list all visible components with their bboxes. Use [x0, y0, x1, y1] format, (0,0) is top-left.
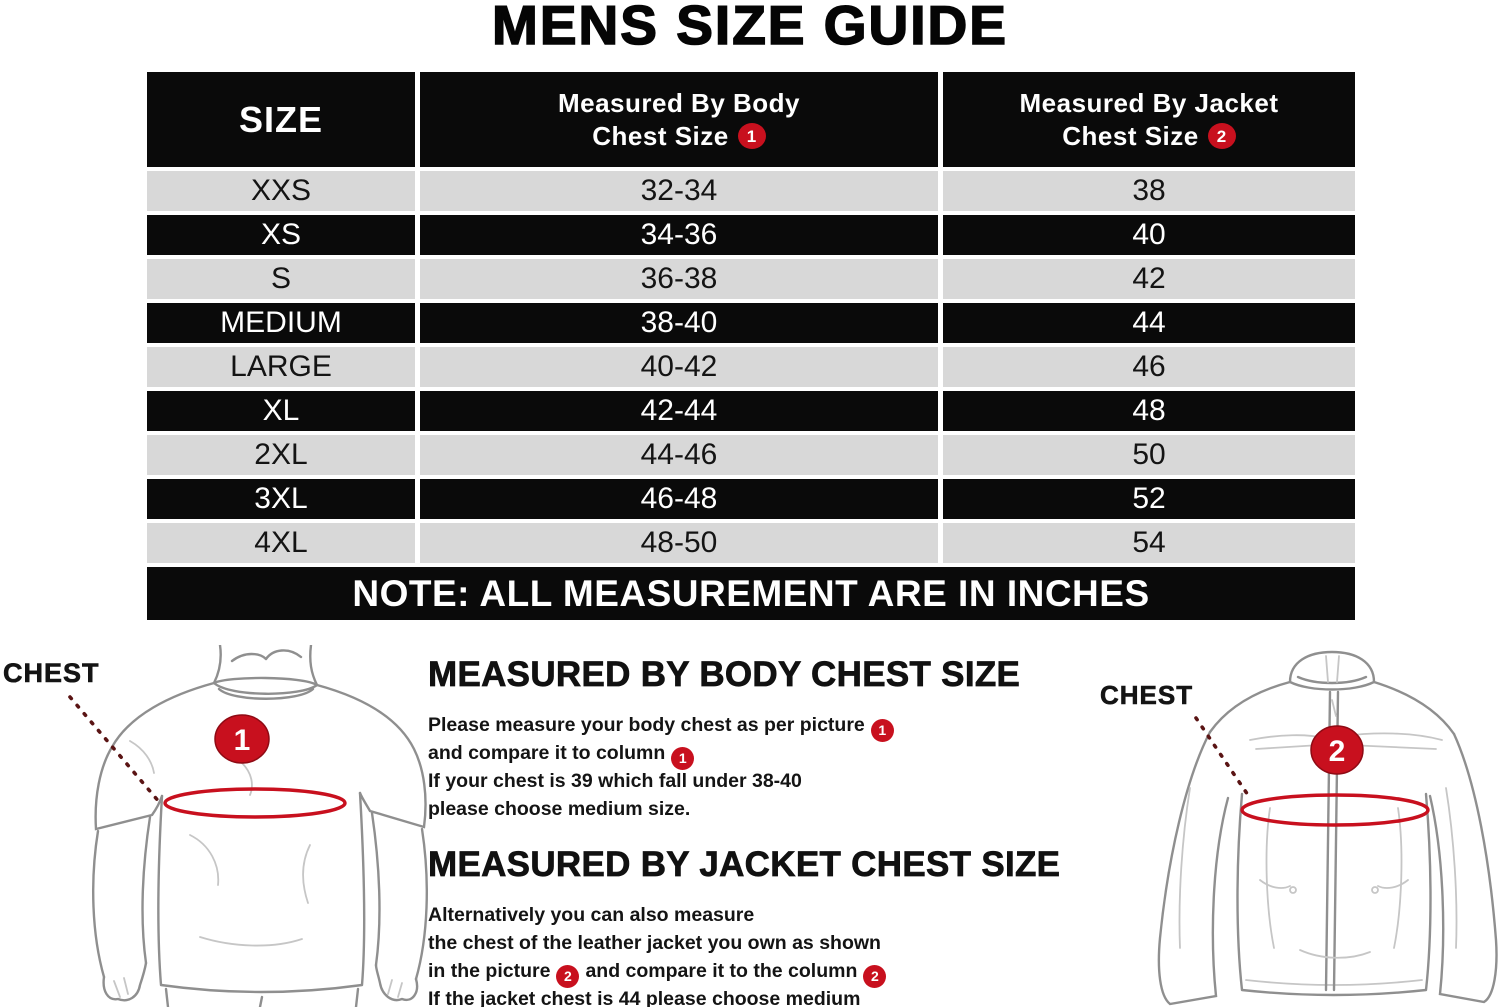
jacket-chest-cell: 38 — [943, 171, 1355, 211]
header-jacket-line2: Chest Size — [1062, 120, 1199, 151]
jacket-chest-cell: 40 — [943, 215, 1355, 255]
section-body-paragraph: Please measure your body chest as per pi… — [428, 711, 1128, 823]
jacket-instruction-line2: the chest of the leather jacket you own … — [428, 932, 881, 954]
size-cell: XS — [147, 215, 415, 255]
jacket-instruction-line4: If the jacket chest is 44 please choose … — [428, 988, 861, 1007]
size-cell: 2XL — [147, 435, 415, 475]
body-instruction-line1: Please measure your body chest as per pi… — [428, 714, 865, 736]
jacket-chest-cell: 54 — [943, 523, 1355, 563]
header-size-cell: SIZE — [147, 72, 415, 167]
table-row-s: S 36-38 42 — [147, 259, 1355, 299]
body-instruction-line2: and compare it to column — [428, 742, 666, 764]
header-body-line2: Chest Size — [592, 120, 729, 151]
badge-1-number: 1 — [234, 724, 251, 757]
badge-2-number: 2 — [1329, 735, 1346, 768]
table-row-2xl: 2XL 44-46 50 — [147, 435, 1355, 475]
body-chest-cell: 46-48 — [420, 479, 938, 519]
body-instruction-line4: please choose medium size. — [428, 798, 691, 820]
jacket-figure-illustration: 2 — [1157, 650, 1498, 1006]
jacket-instruction-line3a: in the picture — [428, 960, 551, 982]
jacket-chest-cell: 46 — [943, 347, 1355, 387]
chest-measure-ellipse-jacket — [1240, 793, 1430, 827]
body-chest-cell: 38-40 — [420, 303, 938, 343]
measurement-note: NOTE: ALL MEASUREMENT ARE IN INCHES — [147, 567, 1355, 620]
badge-1-icon — [214, 714, 270, 764]
body-instruction-line3: If your chest is 39 which fall under 38-… — [428, 770, 802, 792]
badge-2-icon: 2 — [1207, 123, 1236, 149]
table-row-xl: XL 42-44 48 — [147, 391, 1355, 431]
jacket-chest-cell: 50 — [943, 435, 1355, 475]
badge-1-icon: 1 — [671, 746, 695, 770]
body-chest-cell: 36-38 — [420, 259, 938, 299]
section-jacket-paragraph: Alternatively you can also measure the c… — [428, 901, 1128, 1007]
size-table-header-row: SIZE Measured By Body Chest Size 1 Measu… — [147, 72, 1355, 167]
size-cell: 3XL — [147, 479, 415, 519]
jacket-instruction-line3b: and compare it to the column — [585, 960, 858, 982]
size-cell: LARGE — [147, 347, 415, 387]
badge-1-icon: 1 — [737, 123, 766, 149]
header-jacket-line1: Measured By Jacket — [1019, 87, 1279, 118]
chest-leader-line-jacket — [1194, 716, 1252, 800]
section-jacket-heading: MEASURED BY JACKET CHEST SIZE — [428, 845, 1061, 885]
header-jacket-chest-cell: Measured By Jacket Chest Size 2 — [943, 72, 1355, 167]
table-row-3xl: 3XL 46-48 52 — [147, 479, 1355, 519]
header-size-label: SIZE — [238, 98, 323, 140]
size-cell: S — [147, 259, 415, 299]
table-row-xs: XS 34-36 40 — [147, 215, 1355, 255]
jacket-chest-cell: 52 — [943, 479, 1355, 519]
badge-2-icon: 2 — [863, 964, 887, 988]
chest-leader-line-body — [68, 695, 162, 805]
body-chest-cell: 32-34 — [420, 171, 938, 211]
header-body-line1: Measured By Body — [557, 87, 801, 118]
body-figure-illustration: 1 — [68, 645, 428, 1007]
badge-1-icon: 1 — [870, 718, 894, 742]
size-cell: XL — [147, 391, 415, 431]
jacket-instruction-line1: Alternatively you can also measure — [428, 904, 755, 926]
body-chest-cell: 44-46 — [420, 435, 938, 475]
table-row-4xl: 4XL 48-50 54 — [147, 523, 1355, 563]
badge-2-icon — [1310, 725, 1364, 775]
page-title: MENS SIZE GUIDE — [491, 0, 1008, 57]
table-row-xxs: XXS 32-34 38 — [147, 171, 1355, 211]
table-row-medium: MEDIUM 38-40 44 — [147, 303, 1355, 343]
body-chest-cell: 42-44 — [420, 391, 938, 431]
jacket-chest-cell: 42 — [943, 259, 1355, 299]
jacket-chest-cell: 44 — [943, 303, 1355, 343]
chest-measure-ellipse-body — [163, 787, 347, 819]
size-cell: XXS — [147, 171, 415, 211]
table-row-large: LARGE 40-42 46 — [147, 347, 1355, 387]
size-cell: MEDIUM — [147, 303, 415, 343]
body-chest-cell: 40-42 — [420, 347, 938, 387]
chest-label-body: CHEST — [3, 658, 100, 689]
size-cell: 4XL — [147, 523, 415, 563]
body-chest-cell: 48-50 — [420, 523, 938, 563]
section-body-heading: MEASURED BY BODY CHEST SIZE — [428, 655, 1021, 695]
instructions: MEASURED BY BODY CHEST SIZE Please measu… — [428, 655, 1128, 1007]
header-body-chest-cell: Measured By Body Chest Size 1 — [420, 72, 938, 167]
body-chest-cell: 34-36 — [420, 215, 938, 255]
badge-2-icon: 2 — [556, 964, 580, 988]
jacket-chest-cell: 48 — [943, 391, 1355, 431]
chest-label-jacket: CHEST — [1100, 680, 1194, 711]
size-table: SIZE Measured By Body Chest Size 1 Measu… — [147, 72, 1355, 620]
